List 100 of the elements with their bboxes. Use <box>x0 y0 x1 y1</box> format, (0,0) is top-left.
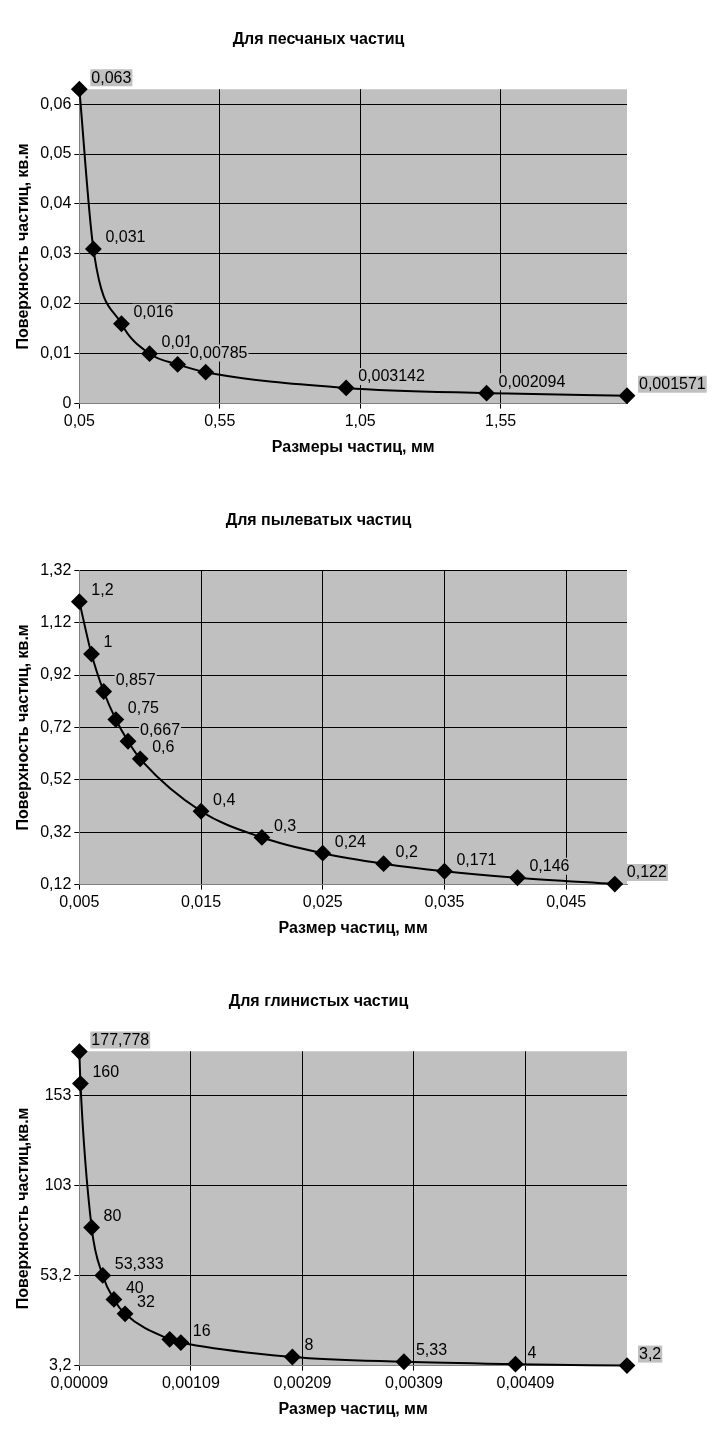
x-tick-label: 0,025 <box>302 892 343 910</box>
y-tick-label: 0,03 <box>40 244 72 262</box>
x-tick-label: 1,55 <box>485 411 517 429</box>
data-label: 0,2 <box>395 843 418 861</box>
data-label: 0,4 <box>213 790 236 808</box>
data-label: 0,031 <box>105 228 146 246</box>
y-tick-label: 0,04 <box>40 194 72 212</box>
y-tick-label: 3,2 <box>49 1356 72 1374</box>
data-label: 0,001571 <box>639 375 706 393</box>
x-tick-label: 0,005 <box>59 892 100 910</box>
chart-title: Для глинистых частиц <box>228 992 409 1010</box>
data-label: 0,146 <box>529 857 570 875</box>
data-label: 0,667 <box>140 720 181 738</box>
point <box>83 1219 100 1236</box>
y-axis-title: Поверхность частиц, кв.м <box>14 143 32 350</box>
data-label: 0,3 <box>273 816 297 834</box>
data-label: 0,24 <box>334 832 366 850</box>
point <box>395 1353 412 1370</box>
data-label: 0,016 <box>133 303 174 321</box>
point <box>197 364 214 381</box>
data-label: 8 <box>304 1336 314 1354</box>
y-tick-label: 0,92 <box>40 665 72 683</box>
x-axis-title: Размеры частиц, мм <box>271 437 435 455</box>
y-tick-label: 0 <box>62 394 72 412</box>
point <box>161 1331 178 1348</box>
point <box>71 1043 88 1060</box>
point <box>619 387 635 404</box>
point <box>436 863 453 880</box>
point <box>117 1305 134 1322</box>
point <box>95 683 112 700</box>
data-label: 53,333 <box>114 1254 164 1272</box>
y-tick-label: 53,2 <box>40 1266 72 1284</box>
data-label: 0,75 <box>127 698 160 716</box>
y-tick-label: 0,02 <box>40 294 72 312</box>
data-label: 0,063 <box>91 68 132 86</box>
x-tick-label: 0,00009 <box>50 1373 109 1391</box>
point <box>72 1075 89 1092</box>
point <box>71 81 88 98</box>
y-tick-label: 1,12 <box>40 613 72 631</box>
point <box>113 315 130 332</box>
point <box>507 1356 524 1373</box>
point <box>193 803 210 820</box>
x-tick-label: 1,05 <box>344 411 376 429</box>
point <box>169 356 186 373</box>
point <box>172 1334 189 1351</box>
point <box>284 1348 301 1365</box>
data-label: 0,00785 <box>189 343 248 361</box>
data-label: 0,857 <box>115 670 156 688</box>
data-label: 0,171 <box>456 850 497 868</box>
x-tick-label: 0,55 <box>204 411 236 429</box>
point <box>338 379 355 396</box>
point <box>71 593 88 610</box>
x-tick-label: 0,035 <box>424 892 465 910</box>
point <box>619 1357 635 1374</box>
point <box>314 845 331 862</box>
y-tick-label: 0,05 <box>40 144 72 162</box>
x-tick-label: 0,00409 <box>496 1373 555 1391</box>
y-axis-title: Поверхность частиц, кв.м <box>14 624 32 831</box>
point <box>375 855 392 872</box>
data-label: 80 <box>103 1206 122 1224</box>
data-label: 160 <box>92 1062 120 1080</box>
data-label: 32 <box>137 1293 155 1311</box>
data-label: 4 <box>527 1343 537 1361</box>
y-tick-label: 1,32 <box>40 560 72 578</box>
point <box>509 869 526 886</box>
point <box>120 733 137 750</box>
x-axis-title: Размер частиц, мм <box>278 1399 428 1417</box>
point <box>105 1291 122 1308</box>
chart-title: Для песчаных частиц <box>232 30 405 48</box>
point <box>85 240 102 257</box>
x-tick-label: 0,05 <box>63 411 96 429</box>
x-tick-label: 0,015 <box>181 892 222 910</box>
chart-title: Для пылеватых частиц <box>225 511 412 529</box>
data-label: 0,003142 <box>358 367 425 385</box>
y-tick-label: 0,12 <box>40 875 72 893</box>
point <box>478 385 495 402</box>
y-tick-label: 0,32 <box>40 822 72 840</box>
data-label: 40 <box>125 1278 144 1296</box>
x-axis-title: Размер частиц, мм <box>278 918 428 936</box>
x-tick-label: 0,00309 <box>385 1373 443 1391</box>
data-label: 1 <box>103 633 113 651</box>
x-tick-label: 0,00109 <box>161 1373 220 1391</box>
y-tick-label: 153 <box>44 1086 72 1104</box>
point <box>141 345 158 362</box>
point <box>253 829 270 846</box>
y-tick-label: 0,06 <box>40 94 72 112</box>
data-label: 0,6 <box>152 738 175 756</box>
x-tick-label: 0,00209 <box>273 1373 332 1391</box>
point <box>107 711 124 728</box>
data-label: 0,002094 <box>498 372 566 390</box>
point <box>94 1267 111 1284</box>
y-tick-label: 0,52 <box>40 770 72 788</box>
data-label: 5,33 <box>415 1341 448 1359</box>
data-label: 177,778 <box>91 1031 150 1049</box>
data-label: 1,2 <box>91 581 114 599</box>
data-label: 3,2 <box>639 1345 662 1363</box>
point <box>132 750 149 767</box>
y-tick-label: 0,01 <box>40 344 72 362</box>
y-axis-title: Поверхность частиц,кв.м <box>14 1107 32 1310</box>
point <box>606 876 623 893</box>
